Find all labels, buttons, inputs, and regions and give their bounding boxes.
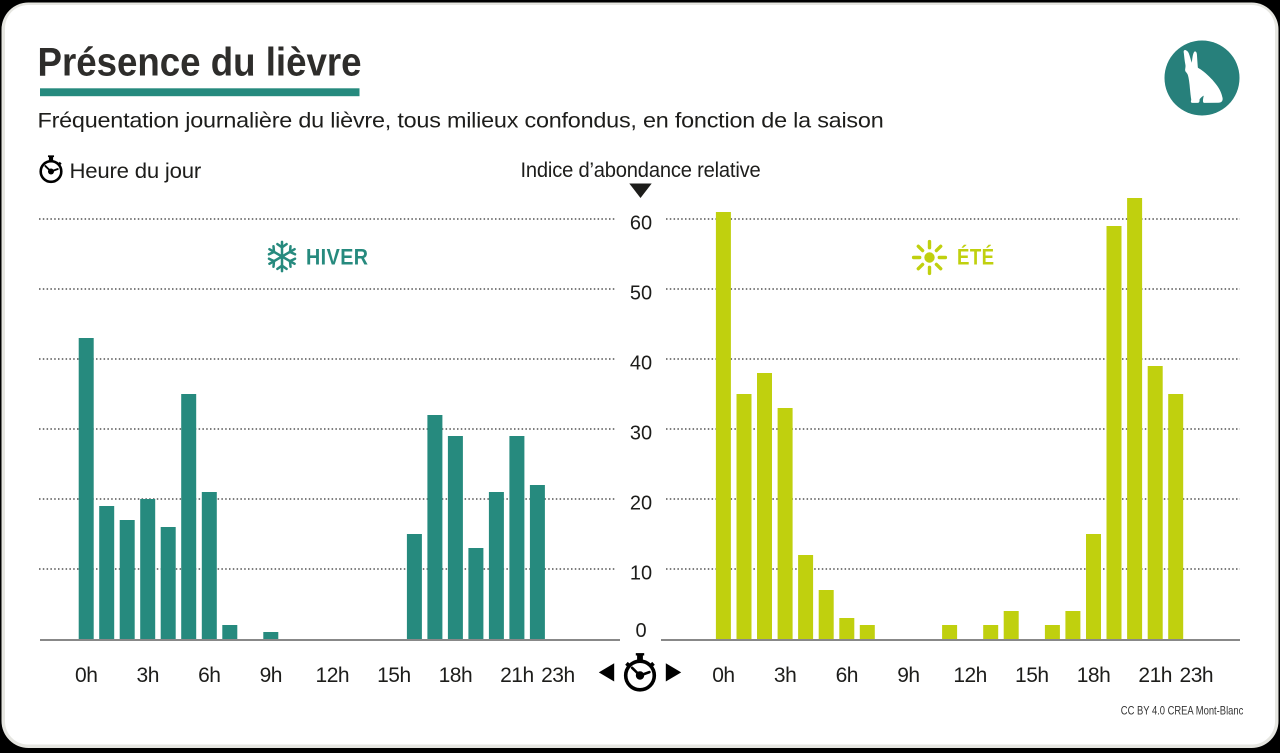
svg-text:CC BY 4.0 CREA Mont-Blanc: CC BY 4.0 CREA Mont-Blanc <box>1121 704 1244 718</box>
svg-text:18h: 18h <box>439 664 473 687</box>
svg-text:6h: 6h <box>836 664 858 687</box>
svg-text:9h: 9h <box>260 664 282 687</box>
svg-text:ÉTÉ: ÉTÉ <box>957 245 995 270</box>
svg-text:3h: 3h <box>137 664 159 687</box>
svg-text:Fréquentation journalière du l: Fréquentation journalière du lièvre, tou… <box>38 109 884 133</box>
svg-text:12h: 12h <box>953 664 987 687</box>
svg-text:9h: 9h <box>897 664 919 687</box>
svg-text:Présence du lièvre: Présence du lièvre <box>38 41 362 85</box>
svg-text:3h: 3h <box>774 664 796 687</box>
svg-text:Indice d’abondance relative: Indice d’abondance relative <box>521 159 761 182</box>
svg-text:Heure du jour: Heure du jour <box>70 160 202 183</box>
svg-text:60: 60 <box>630 212 652 234</box>
svg-text:40: 40 <box>630 352 652 374</box>
svg-text:21h: 21h <box>500 664 534 687</box>
svg-text:0h: 0h <box>712 664 734 687</box>
svg-text:23h: 23h <box>1180 664 1214 687</box>
svg-text:50: 50 <box>630 282 652 304</box>
svg-text:12h: 12h <box>316 664 350 687</box>
svg-text:6h: 6h <box>198 664 220 687</box>
svg-text:HIVER: HIVER <box>306 245 369 270</box>
svg-text:21h: 21h <box>1138 664 1172 687</box>
svg-text:23h: 23h <box>541 664 575 687</box>
svg-text:30: 30 <box>630 422 652 444</box>
svg-text:18h: 18h <box>1077 664 1111 687</box>
svg-text:20: 20 <box>630 492 652 514</box>
svg-text:0: 0 <box>635 620 646 642</box>
svg-text:0h: 0h <box>75 664 97 687</box>
svg-text:15h: 15h <box>377 664 411 687</box>
svg-text:10: 10 <box>630 562 652 584</box>
svg-text:15h: 15h <box>1015 664 1049 687</box>
